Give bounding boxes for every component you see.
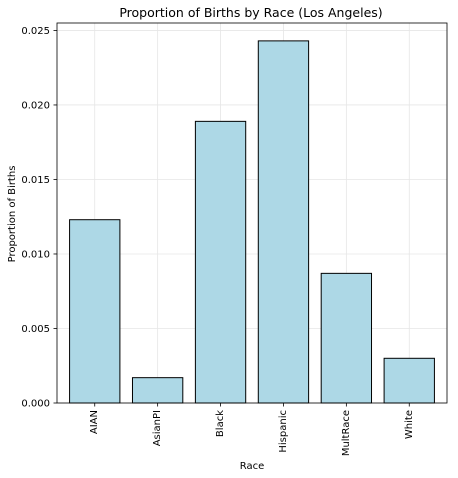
y-tick-label: 0.020 [21, 100, 50, 111]
x-tick-label: AsianPI [152, 410, 163, 446]
axis-layer: 0.000 0.005 0.010 0.015 0.020 0.025 AIAN AsianP… [21, 22, 448, 456]
y-tick-label: 0.015 [21, 175, 50, 186]
x-tick-label: Black [215, 410, 226, 437]
y-tick-label: 0.025 [21, 26, 50, 37]
bar-layer [69, 40, 435, 404]
bar-black [194, 120, 247, 404]
y-tick-label: 0.005 [21, 324, 50, 335]
x-axis-label: Race [240, 461, 265, 472]
bar-hispanic [257, 40, 310, 404]
x-tick-label: MultRace [341, 410, 352, 456]
chart-title: Proportion of Births by Race (Los Angele… [119, 5, 382, 20]
bar-aian [69, 219, 121, 404]
bar-asianpi [131, 377, 184, 404]
bar-multrace [320, 272, 373, 404]
y-tick-label: 0.010 [21, 249, 50, 260]
y-tick-label: 0.000 [21, 399, 50, 410]
x-tick-label: Hispanic [278, 410, 289, 453]
x-tick-label: AIAN [89, 410, 100, 434]
plot-frame [56, 22, 448, 404]
bar-white [383, 357, 435, 404]
y-axis-label: Proportion of Births [7, 166, 18, 263]
x-tick-label: White [404, 410, 415, 439]
